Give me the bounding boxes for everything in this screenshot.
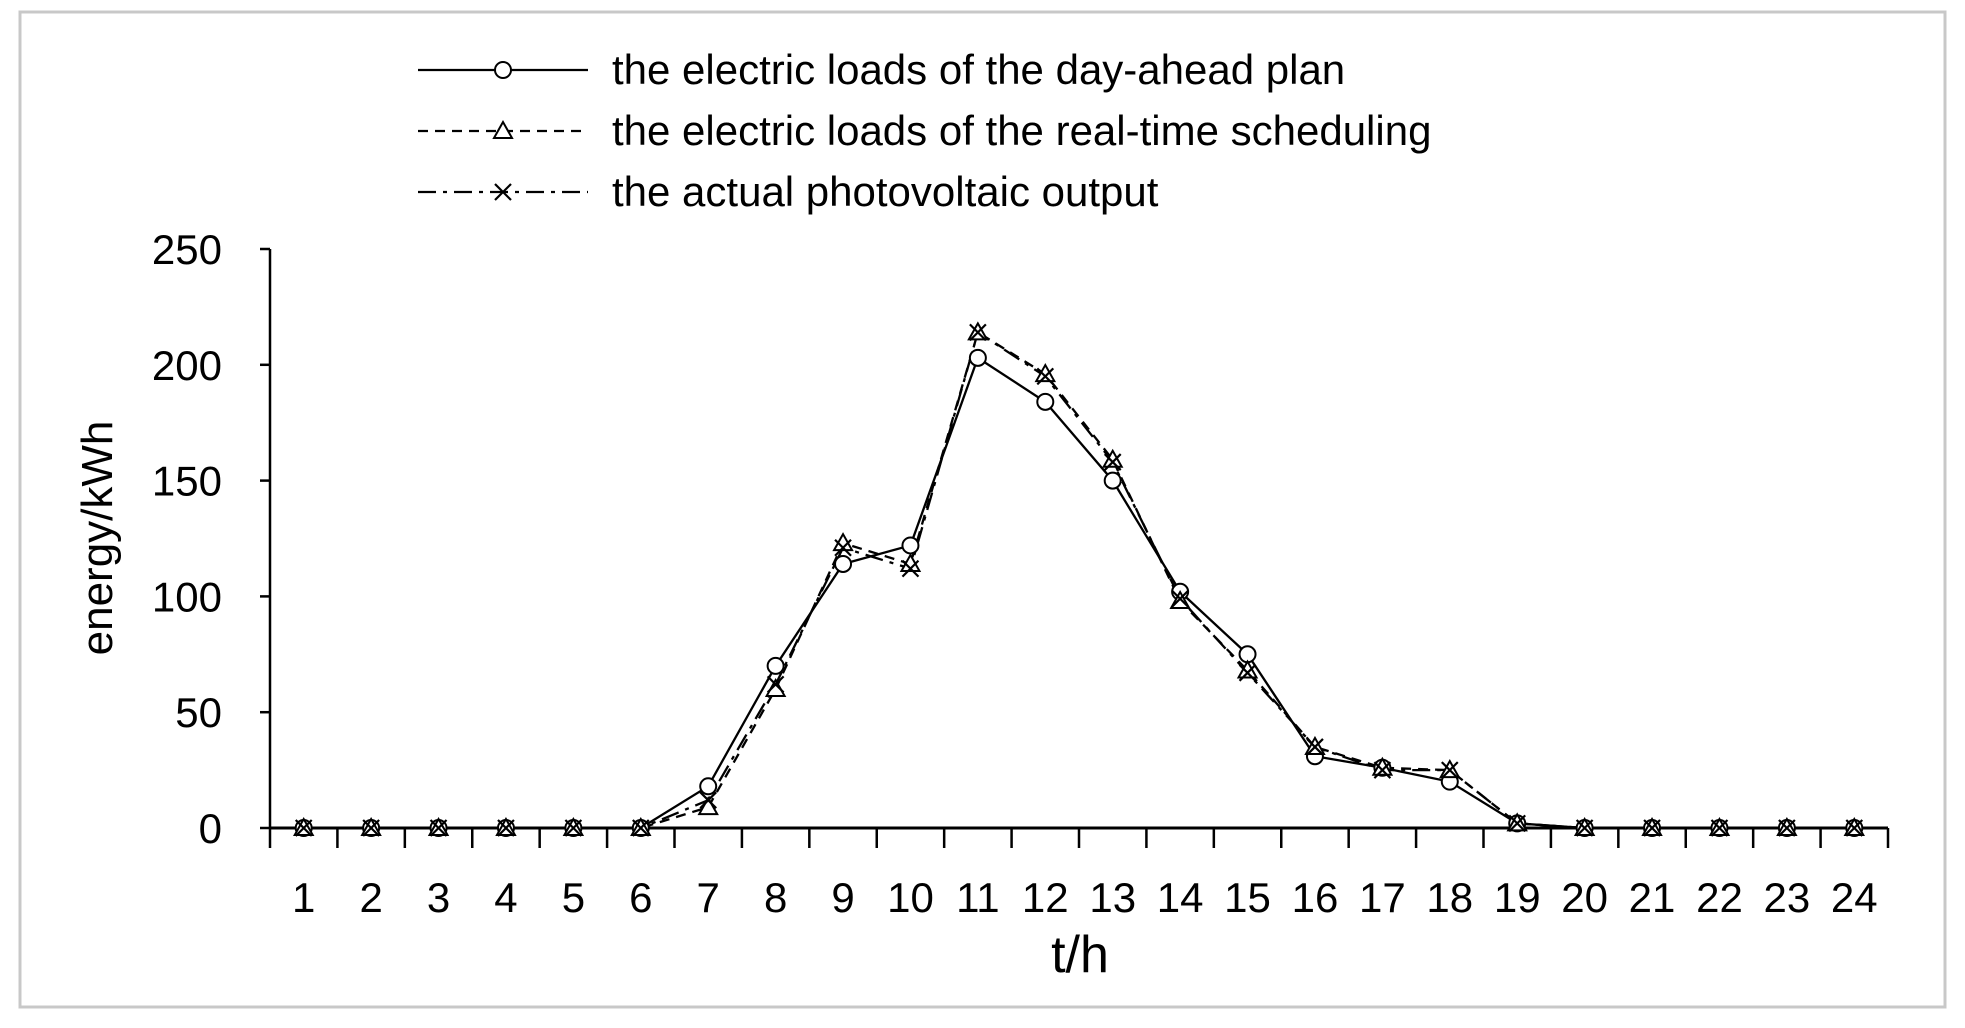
- data-point: [1103, 471, 1122, 490]
- y-tick-label: 200: [152, 342, 222, 389]
- x-tick-label: 20: [1561, 874, 1608, 921]
- y-tick-label: 50: [175, 689, 222, 736]
- x-tick-label: 1: [292, 874, 315, 921]
- y-ticks: 0 50 100 150 200 250: [152, 226, 270, 852]
- x-tick-label: 8: [764, 874, 787, 921]
- legend-item: the actual photovoltaic output: [418, 168, 1159, 215]
- x-tick-label: 19: [1494, 874, 1541, 921]
- x-tick-label: 3: [427, 874, 450, 921]
- data-point: [766, 675, 785, 694]
- legend-marker: [494, 61, 512, 79]
- x-tick-label: 22: [1696, 874, 1743, 921]
- x-tick-label: 5: [562, 874, 585, 921]
- data-point: [1036, 367, 1055, 386]
- series-3-markers: [294, 323, 1864, 837]
- x-tick-label: 4: [494, 874, 517, 921]
- data-point: [1306, 738, 1324, 756]
- y-tick-label: 0: [199, 805, 222, 852]
- data-point: [1238, 664, 1257, 682]
- x-tick-label: 7: [697, 874, 720, 921]
- x-tick-label: 18: [1426, 874, 1473, 921]
- data-point: [968, 348, 987, 367]
- data-point: [1036, 392, 1055, 411]
- data-point: [901, 536, 920, 555]
- data-point: [834, 538, 852, 557]
- series-line: [303, 330, 1855, 830]
- x-tick-label: 15: [1224, 874, 1271, 921]
- data-point: [1508, 814, 1526, 833]
- legend-label: the actual photovoltaic output: [612, 168, 1159, 215]
- data-point: [497, 819, 515, 837]
- series-3: [303, 330, 1855, 830]
- x-tick-label: 16: [1292, 874, 1339, 921]
- data-point: [564, 819, 583, 837]
- data-point: [1441, 761, 1459, 779]
- data-point: [766, 656, 785, 675]
- x-tick-label: 13: [1089, 874, 1136, 921]
- y-tick-label: 150: [152, 458, 222, 505]
- legend-marker: [494, 183, 512, 201]
- data-point: [1171, 589, 1189, 608]
- data-point: [1778, 819, 1796, 837]
- x-tick-label: 11: [956, 874, 1000, 921]
- data-point: [632, 819, 650, 837]
- data-point: [1845, 819, 1864, 837]
- x-tick-label: 21: [1629, 874, 1676, 921]
- data-point: [969, 323, 987, 342]
- x-tick-label: 23: [1764, 874, 1811, 921]
- data-point: [1643, 819, 1661, 837]
- x-tick-label: 10: [887, 874, 934, 921]
- data-point: [901, 559, 920, 578]
- data-point: [699, 791, 717, 809]
- legend-label: the electric loads of the day-ahead plan: [612, 46, 1345, 93]
- data-point: [699, 777, 718, 796]
- x-ticks: 1 2 3 4 5 6 7 8 9 10 11 12 13 14 15 16 17 18 19 20 21 22 23 24: [268, 828, 1890, 921]
- data-point: [1373, 761, 1392, 779]
- data-point: [1103, 453, 1122, 471]
- x-axis-label: t/h: [1051, 926, 1109, 984]
- legend-item: the electric loads of the day-ahead plan: [418, 46, 1345, 93]
- x-tick-label: 9: [831, 874, 854, 921]
- data-point: [429, 819, 448, 837]
- data-point: [1575, 819, 1594, 837]
- data-point: [1710, 819, 1729, 837]
- legend-marker: [492, 119, 514, 139]
- x-tick-label: 12: [1022, 874, 1069, 921]
- x-tick-label: 17: [1359, 874, 1406, 921]
- plot-area: [292, 321, 1866, 837]
- legend: the electric loads of the day-ahead plan…: [418, 46, 1431, 215]
- y-axis-label: energy/kWh: [73, 421, 122, 656]
- data-point: [362, 819, 380, 837]
- legend-label: the electric loads of the real-time sche…: [612, 107, 1431, 154]
- y-tick-label: 100: [152, 573, 222, 620]
- x-tick-label: 2: [359, 874, 382, 921]
- x-tick-label: 14: [1157, 874, 1204, 921]
- data-point: [294, 819, 313, 837]
- x-tick-label: 6: [629, 874, 652, 921]
- legend-item: the electric loads of the real-time sche…: [418, 107, 1431, 154]
- x-tick-label: 24: [1831, 874, 1878, 921]
- y-tick-label: 250: [152, 226, 222, 273]
- data-point: [834, 554, 853, 573]
- chart-border: [18, 10, 1947, 1009]
